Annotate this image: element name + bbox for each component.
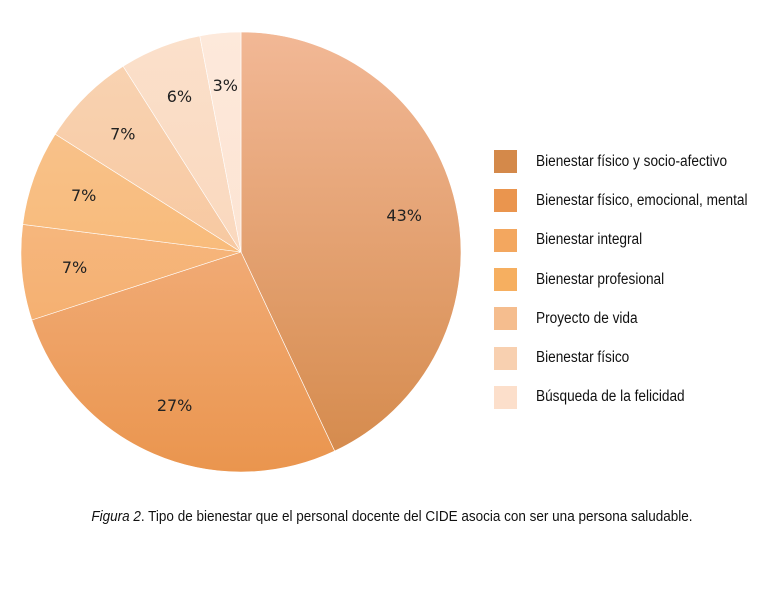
legend-label: Bienestar físico [536,349,630,367]
data-label-7: 3% [213,76,238,95]
legend-label: Bienestar profesional [536,270,665,288]
legend-label: Proyecto de vida [536,309,638,327]
legend-swatch [494,268,517,292]
data-label-6: 6% [167,87,192,106]
figure-caption: Figura 2. Tipo de bienestar que el perso… [0,508,783,525]
legend-swatch [494,228,517,252]
legend-item-5: Proyecto de vida [494,299,776,338]
caption-text: . Tipo de bienestar que el personal doce… [140,508,693,525]
legend-label: Bienestar integral [536,231,643,249]
legend-label: Bienestar físico y socio-afectivo [536,152,728,170]
pie-slice-7 [199,31,242,253]
data-label-4: 7% [71,186,96,205]
legend-swatch [494,346,517,370]
legend-item-2: Bienestar físico, emocional, mental [494,181,776,220]
legend-item-4: Bienestar profesional [494,260,776,299]
pie-slices [20,31,462,473]
caption-prefix: Figura 2 [90,508,141,525]
pie-chart: 43% 27% 7% 7% 7% 6% 3% [20,31,462,473]
data-label-1: 43% [386,206,422,225]
data-label-3: 7% [62,258,87,277]
pie-data-labels: 43% 27% 7% 7% 7% 6% 3% [62,76,422,415]
legend-swatch [494,189,517,213]
legend-item-3: Bienestar integral [494,221,776,260]
legend-label: Búsqueda de la felicidad [536,388,685,406]
data-label-5: 7% [110,124,135,143]
legend-item-6: Bienestar físico [494,338,776,377]
legend-item-7: Búsqueda de la felicidad [494,378,776,417]
data-label-2: 27% [157,396,193,415]
legend-swatch [494,307,517,331]
pie-slice-1 [240,31,462,452]
chart-legend: Bienestar físico y socio-afectivo Bienest… [494,142,776,417]
legend-label: Bienestar físico, emocional, mental [536,191,748,209]
legend-item-1: Bienestar físico y socio-afectivo [494,142,776,181]
legend-swatch [494,150,517,174]
pie-slice-2 [31,251,336,473]
legend-swatch [494,385,517,409]
